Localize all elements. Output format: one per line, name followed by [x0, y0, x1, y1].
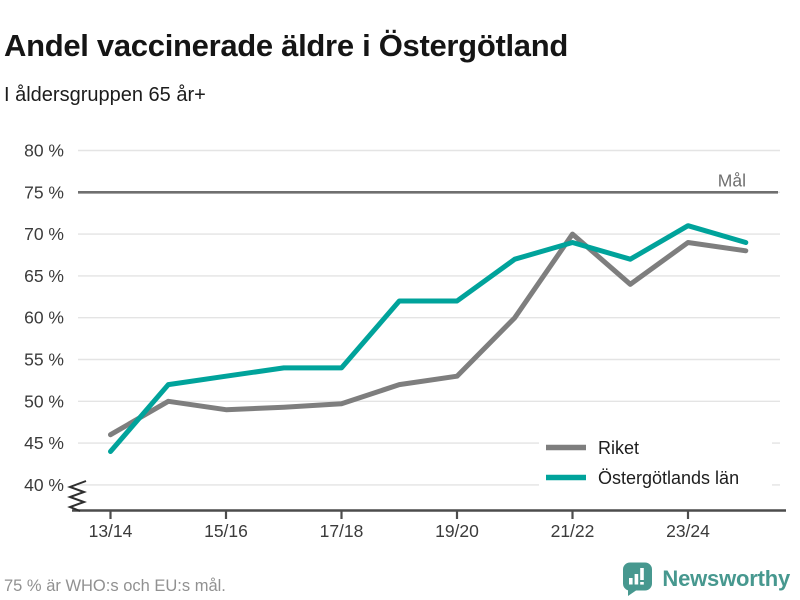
- y-axis-label: 75 %: [24, 182, 64, 202]
- page-title: Andel vaccinerade äldre i Östergötland: [4, 27, 569, 63]
- goal-label: Mål: [718, 170, 746, 190]
- legend-label: Östergötlands län: [598, 468, 739, 488]
- newsworthy-icon: [623, 562, 653, 596]
- axis-break-icon: [67, 480, 87, 512]
- legend-box: [539, 430, 772, 491]
- x-axis-label: 23/24: [666, 521, 710, 541]
- y-axis-label: 40 %: [24, 475, 64, 495]
- x-axis-label: 17/18: [320, 521, 364, 541]
- newsworthy-logo[interactable]: Newsworthy: [622, 562, 790, 596]
- newsworthy-wordmark: Newsworthy: [662, 566, 790, 591]
- x-axis-label: 19/20: [435, 521, 479, 541]
- y-axis-label: 70 %: [24, 224, 64, 244]
- chart-subtitle: I åldersgruppen 65 år+: [4, 84, 206, 106]
- y-axis-label: 80 %: [24, 141, 64, 161]
- y-axis-label: 55 %: [24, 350, 64, 370]
- x-axis-label: 15/16: [204, 521, 248, 541]
- legend-label: Riket: [598, 438, 639, 458]
- footnote: 75 % är WHO:s och EU:s mål.: [4, 577, 226, 595]
- y-axis-label: 50 %: [24, 391, 64, 411]
- y-axis-label: 60 %: [24, 308, 64, 328]
- series-line-riket: [108, 231, 749, 438]
- y-axis-label: 65 %: [24, 266, 64, 286]
- x-axis-label: 13/14: [89, 521, 133, 541]
- series-line--sterg-tlands-l-n: [108, 223, 749, 454]
- x-axis-label: 21/22: [551, 521, 595, 541]
- y-axis-label: 45 %: [24, 433, 64, 453]
